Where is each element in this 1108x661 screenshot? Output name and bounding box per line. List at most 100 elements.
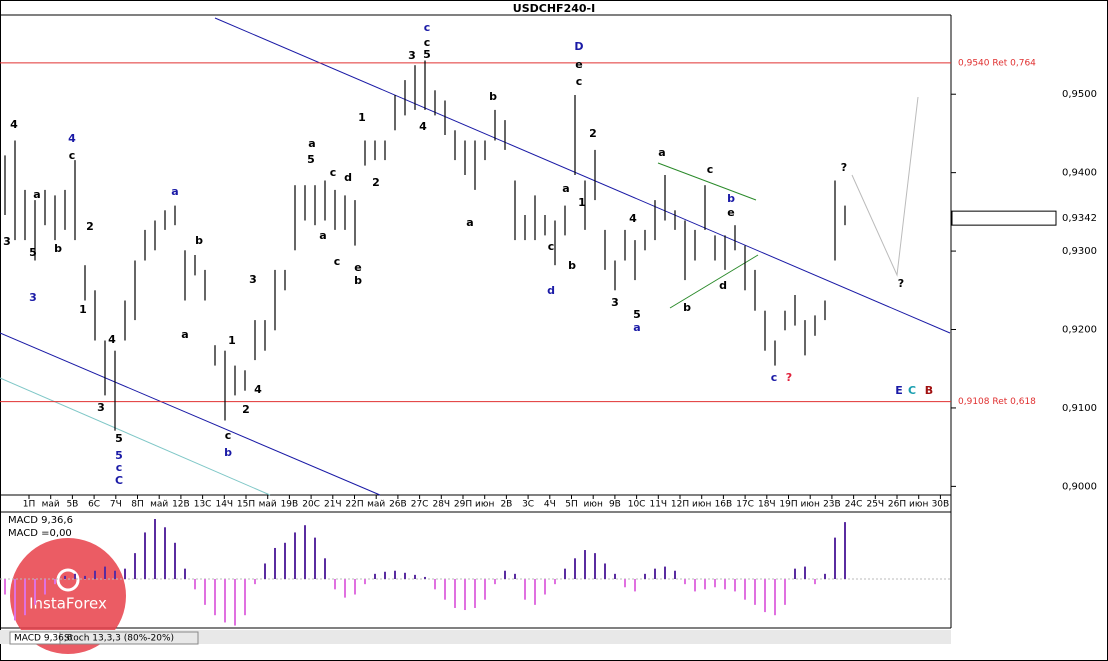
wave-label: 3	[3, 235, 11, 248]
x-tick-label: 2В	[500, 500, 512, 510]
wave-label: 2	[86, 220, 94, 233]
x-tick-label: 18Ч	[758, 500, 776, 510]
x-tick-label: 26В	[389, 500, 407, 510]
macd-title: MACD 9,36,6	[8, 515, 73, 526]
wave-label: 5	[423, 48, 431, 61]
x-tick-label: 7Ч	[110, 500, 122, 510]
x-tick-label: 24С	[845, 500, 863, 510]
x-tick-label: 25Ч	[866, 500, 884, 510]
wave-label: 2	[589, 127, 597, 140]
x-tick-label: 19В	[281, 500, 299, 510]
wave-label: c	[334, 255, 341, 268]
y-tick-label: 0,9200	[1062, 325, 1097, 336]
watermark-badge	[10, 538, 126, 654]
wave-label: c	[424, 36, 431, 49]
x-tick-label: 22П	[345, 500, 363, 510]
wave-label: a	[181, 328, 188, 341]
x-tick-label: 20С	[302, 500, 320, 510]
x-tick-label: 12П	[671, 500, 689, 510]
wave-label: c	[69, 149, 76, 162]
wave-label: 4	[419, 120, 427, 133]
wave-label: b	[683, 301, 691, 314]
last-price-label: 0,9342	[1062, 213, 1097, 224]
x-tick-label: май	[150, 500, 168, 510]
wave-label: b	[489, 90, 497, 103]
wave-label: 5	[307, 153, 315, 166]
wave-label: c	[225, 429, 232, 442]
trend-line	[214, 17, 951, 334]
tab[interactable]	[59, 631, 199, 645]
wave-label: b	[727, 192, 735, 205]
wave-label: 4	[629, 212, 637, 225]
wave-label: ?	[786, 371, 792, 384]
wave-label: 3	[249, 273, 257, 286]
wave-label: d	[719, 279, 727, 292]
wave-label: E	[895, 384, 903, 397]
level-label: 0,9108 Ret 0,618	[958, 397, 1036, 407]
wave-label: c	[424, 21, 431, 34]
y-tick-label: 0,9500	[1062, 89, 1097, 100]
wave-label: e	[354, 261, 361, 274]
wave-label: B	[925, 384, 933, 397]
x-tick-label: 30В	[932, 500, 950, 510]
wave-label: 3	[97, 401, 105, 414]
x-tick-label: 13С	[194, 500, 212, 510]
x-tick-label: 23В	[823, 500, 841, 510]
wave-label: D	[574, 40, 583, 53]
wave-label: d	[547, 284, 555, 297]
wave-label: 2	[242, 403, 250, 416]
x-tick-label: 10С	[628, 500, 646, 510]
wave-label: 5	[633, 308, 641, 321]
tab-label[interactable]: MACD 9,36,6	[14, 634, 73, 644]
x-tick-label: 12В	[172, 500, 190, 510]
x-tick-label: 19П	[779, 500, 797, 510]
wave-label: b	[568, 259, 576, 272]
wave-label: 4	[108, 333, 116, 346]
x-tick-label: 5П	[565, 500, 578, 510]
x-tick-label: июн	[584, 500, 603, 510]
x-tick-label: 8П	[131, 500, 144, 510]
triangle-line	[657, 162, 757, 201]
wave-label: 4	[254, 383, 262, 396]
wave-label: e	[727, 206, 734, 219]
wave-label: b	[354, 274, 362, 287]
x-tick-label: 5В	[66, 500, 78, 510]
wave-label: a	[658, 146, 665, 159]
last-price-box	[951, 210, 1057, 226]
tab-label[interactable]: Stoch 13,3,3 (80%-20%)	[64, 634, 174, 644]
wave-label: c	[116, 461, 123, 474]
y-tick-label: 0,9000	[1062, 481, 1097, 492]
macd-value: MACD =0,00	[8, 528, 72, 539]
x-tick-label: 15П	[237, 500, 255, 510]
x-tick-label: май	[367, 500, 385, 510]
wave-label: 5	[29, 246, 37, 259]
x-tick-label: 27С	[411, 500, 429, 510]
x-tick-label: май	[259, 500, 277, 510]
watermark-icon	[56, 568, 80, 592]
trend-line	[0, 377, 271, 496]
watermark: InstaForex	[10, 538, 126, 654]
y-tick-label: 0,9300	[1062, 246, 1097, 257]
x-tick-label: июн	[475, 500, 494, 510]
x-tick-label: 26П	[888, 500, 906, 510]
x-tick-label: 9В	[609, 500, 621, 510]
x-tick-label: 3С	[522, 500, 534, 510]
wave-label: e	[575, 58, 582, 71]
level-label: 0,9540 Ret 0,764	[958, 58, 1036, 68]
wave-label: b	[54, 242, 62, 255]
wave-label: c	[576, 75, 583, 88]
x-tick-label: 16В	[715, 500, 733, 510]
wave-label: d	[344, 171, 352, 184]
x-tick-label: 1П	[23, 500, 36, 510]
wave-label: c	[707, 163, 714, 176]
wave-label: c	[771, 371, 778, 384]
wave-label: a	[171, 185, 178, 198]
y-tick-label: 0,9100	[1062, 403, 1097, 414]
chart-title: USDCHF240-I	[513, 2, 595, 15]
wave-label: ?	[898, 277, 904, 290]
wave-label: a	[466, 216, 473, 229]
wave-label: 4	[10, 118, 18, 131]
wave-label: 3	[408, 49, 416, 62]
